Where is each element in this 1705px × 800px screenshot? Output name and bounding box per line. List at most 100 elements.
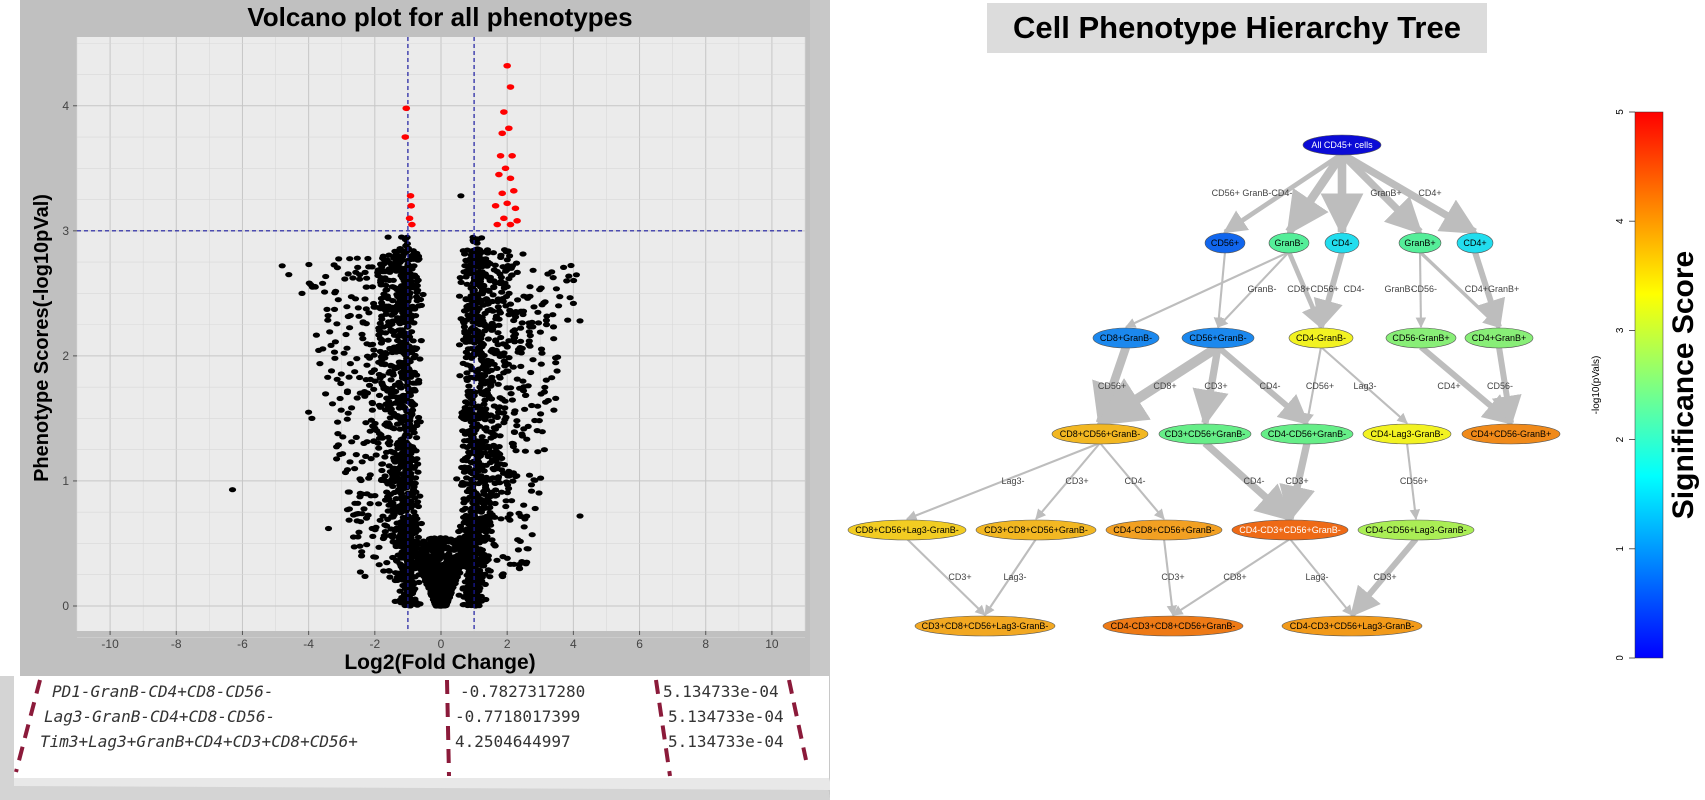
data-point: [536, 329, 545, 335]
edge-label: CD3+: [1065, 476, 1088, 486]
data-point: [410, 430, 418, 436]
data-point: [527, 369, 535, 376]
data-point: [549, 324, 558, 330]
data-point: [380, 268, 388, 274]
data-point: [344, 271, 352, 277]
data-point: [381, 407, 390, 413]
edge-label: CD56+ GranB-CD4-: [1212, 188, 1293, 198]
data-point: [378, 476, 386, 482]
data-point: [461, 464, 469, 470]
data-point: [482, 366, 490, 372]
data-point: [521, 516, 529, 522]
data-point: [523, 546, 531, 552]
data-point: [397, 302, 405, 308]
data-point: [505, 290, 513, 296]
data-point: [375, 402, 383, 408]
data-point: [476, 278, 484, 284]
data-point: [503, 368, 511, 374]
data-point: [415, 303, 423, 309]
data-point: [464, 332, 472, 338]
data-point: [412, 274, 420, 280]
data-point: [366, 501, 374, 507]
data-point: [395, 405, 403, 411]
data-point: [369, 533, 377, 540]
data-point: [469, 583, 477, 589]
tree-node: CD4-CD8+CD56+GranB-: [1105, 519, 1223, 541]
y-tick-label: 0: [62, 599, 69, 613]
data-point: [427, 563, 436, 570]
tree-node-label: CD8+CD56+Lag3-GranB-: [855, 525, 959, 535]
data-point: [368, 399, 376, 406]
data-point: [450, 577, 458, 583]
data-point: [228, 487, 237, 493]
tree-node-label: CD4-CD3+CD56+Lag3-GranB-: [1290, 621, 1415, 631]
data-point: [358, 331, 366, 337]
data-point: [500, 410, 508, 416]
data-point: [471, 543, 479, 549]
tree-title-box: [987, 3, 1487, 53]
data-point: [560, 264, 568, 270]
x-tick-label: -4: [303, 637, 314, 651]
tree-node-label: CD4-CD56+Lag3-GranB-: [1365, 525, 1466, 535]
data-point: [470, 447, 478, 453]
data-point: [529, 357, 537, 363]
tree-node-label: CD4-GranB-: [1296, 333, 1346, 343]
data-point: [483, 528, 491, 534]
data-point: [362, 420, 370, 426]
data-point: [489, 250, 497, 256]
data-point: [492, 458, 500, 464]
data-point: [522, 392, 530, 398]
tree-node-shape: [1181, 327, 1255, 349]
data-point: [371, 378, 379, 384]
data-point: [519, 378, 527, 384]
data-point: [369, 341, 377, 347]
data-point: [322, 273, 330, 280]
data-point: [504, 473, 512, 479]
significant-point: [496, 153, 505, 159]
data-point: [397, 349, 405, 355]
data-point: [470, 572, 478, 579]
data-point: [328, 401, 337, 407]
data-point: [482, 296, 490, 302]
data-point: [390, 328, 398, 334]
tree-node-label: CD4-: [1331, 238, 1352, 248]
data-point: [366, 428, 374, 434]
data-point: [567, 262, 575, 269]
data-point: [537, 361, 545, 367]
tree-node-label: All CD45+ cells: [1311, 140, 1373, 150]
data-point: [497, 254, 505, 260]
data-point: [394, 467, 402, 473]
data-point: [512, 448, 520, 454]
data-point: [528, 402, 536, 409]
tree-edge: [1095, 342, 1221, 428]
data-point: [520, 502, 528, 508]
tree-node-shape: [1204, 232, 1246, 254]
data-point: [389, 372, 397, 378]
data-point: [490, 442, 498, 448]
data-point: [449, 566, 457, 572]
x-tick-label: 6: [636, 637, 643, 651]
data-point: [405, 331, 413, 337]
x-tick-label: -6: [237, 637, 248, 651]
data-point: [346, 325, 354, 331]
data-point: [469, 289, 477, 295]
data-point: [473, 338, 481, 345]
data-point: [336, 395, 344, 402]
edge-label: CD3+: [1204, 381, 1227, 391]
data-point: [506, 253, 514, 259]
significant-point: [405, 215, 414, 222]
results-table: [14, 676, 829, 778]
tree-node-label: CD3+CD8+CD56+GranB-: [984, 525, 1088, 535]
data-point: [369, 423, 377, 429]
data-point: [376, 320, 384, 326]
data-point: [509, 364, 517, 370]
data-point: [411, 480, 419, 486]
data-point: [361, 573, 369, 580]
tree-node-label: CD8+CD56+GranB-: [1060, 429, 1141, 439]
significant-point: [513, 218, 521, 224]
data-point: [496, 433, 504, 439]
data-point: [380, 568, 388, 574]
data-point: [384, 434, 392, 440]
data-point: [340, 350, 348, 356]
data-point: [472, 466, 480, 472]
